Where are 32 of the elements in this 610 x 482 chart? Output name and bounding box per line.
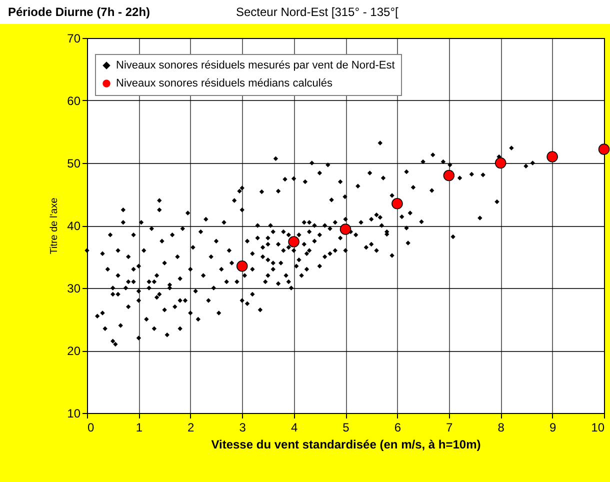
y-tick-label: 30 [67,282,81,296]
point [494,157,506,169]
x-tick-label: 0 [88,420,94,434]
x-tick-label: 10 [591,420,605,434]
legend-label: Niveaux sonores résiduels mesurés par vent de Nord-Est [116,60,395,72]
point [598,144,610,155]
x-axis-title: Vitesse du vent standardisée (en m/s, à h=10m) [211,438,481,452]
x-tick-label: 1 [136,420,143,434]
x-tick-label: 5 [342,420,350,434]
x-tick-label: 6 [394,420,402,434]
x-tick-label: 9 [549,420,556,434]
x-tick-label: 7 [446,420,454,434]
y-axis-title: Titre de l'axe [49,197,60,254]
legend-label: Niveaux sonores résiduels médians calculés [116,78,333,90]
y-tick-label: 50 [67,156,81,170]
y-tick-label: 10 [67,406,81,420]
x-tick-label: 3 [239,420,246,434]
y-tick-label: 70 [67,32,81,46]
x-tick-label: 4 [290,420,298,434]
y-tick-label: 20 [67,344,81,358]
point [443,170,455,182]
x-tick-label: 8 [498,420,505,434]
point [546,151,558,162]
point [236,260,248,272]
point [288,236,300,248]
chart-subtitle: Secteur Nord-Est [315° - 135°[ [236,5,398,19]
x-tick-label: 2 [188,420,195,434]
y-tick-label: 40 [67,219,81,233]
point [340,224,352,235]
chart-title: Période Diurne (7h - 22h) [8,5,150,19]
y-tick-label: 60 [67,94,81,108]
point [392,198,403,210]
